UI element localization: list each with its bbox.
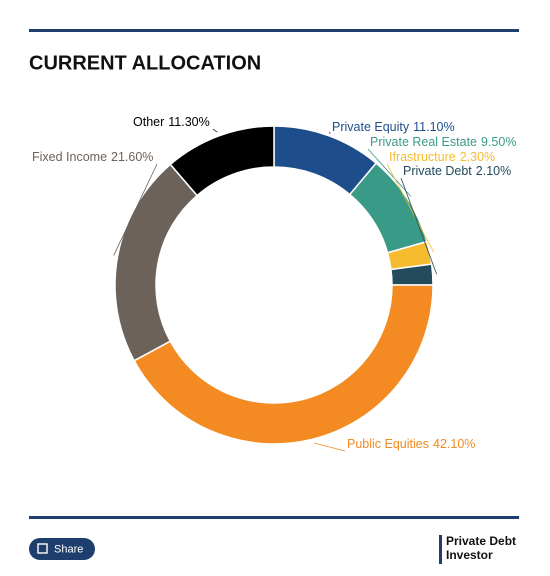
slice-name: Private Equity <box>332 120 410 134</box>
leader-line <box>113 163 158 256</box>
slice-label: Private Equity 11.10% <box>332 120 455 134</box>
share-label[interactable]: Share <box>54 543 83 555</box>
slice-label: Other 11.30% <box>133 115 210 129</box>
logo-line: Private Debt <box>446 534 516 548</box>
donut-chart: Private Equity 11.10%Private Real Estate 9… <box>32 115 516 452</box>
slice-name: Private Debt <box>403 164 472 178</box>
slice-value: 21.60% <box>111 150 153 164</box>
leader-line <box>212 128 218 133</box>
leader-line <box>400 177 438 275</box>
slice-label: Ifrastructure 2.30% <box>389 150 495 164</box>
slice-label: Private Debt 2.10% <box>403 164 511 178</box>
top-rule <box>29 29 519 32</box>
slice-name: Private Real Estate <box>370 135 477 149</box>
donut-slice <box>133 284 434 445</box>
chart-title: CURRENT ALLOCATION <box>29 52 261 74</box>
slice-name: Other <box>133 115 164 129</box>
leader-line <box>313 442 346 452</box>
slice-name: Public Equities <box>347 437 429 451</box>
logo-bar <box>439 535 442 564</box>
bottom-rule <box>29 516 519 519</box>
slice-value: 11.10% <box>413 120 454 134</box>
slice-label: Public Equities 42.10% <box>347 437 475 451</box>
slice-value: 42.10% <box>433 437 475 451</box>
donut-slice <box>114 163 199 362</box>
share-button[interactable]: Share <box>29 538 95 560</box>
donut-slice <box>169 125 275 197</box>
slice-value: 2.30% <box>460 150 495 164</box>
slice-name: Ifrastructure <box>389 150 456 164</box>
slice-value: 9.50% <box>481 135 516 149</box>
slice-value: 11.30% <box>168 115 209 129</box>
share-icon <box>37 543 48 554</box>
slice-name: Fixed Income <box>32 150 107 164</box>
slice-label: Fixed Income 21.60% <box>32 150 153 164</box>
logo-line: Investor <box>446 548 493 562</box>
leader-line <box>386 163 434 253</box>
slice-label: Private Real Estate 9.50% <box>370 135 516 149</box>
leader-line <box>367 148 412 197</box>
slice-value: 2.10% <box>476 164 511 178</box>
